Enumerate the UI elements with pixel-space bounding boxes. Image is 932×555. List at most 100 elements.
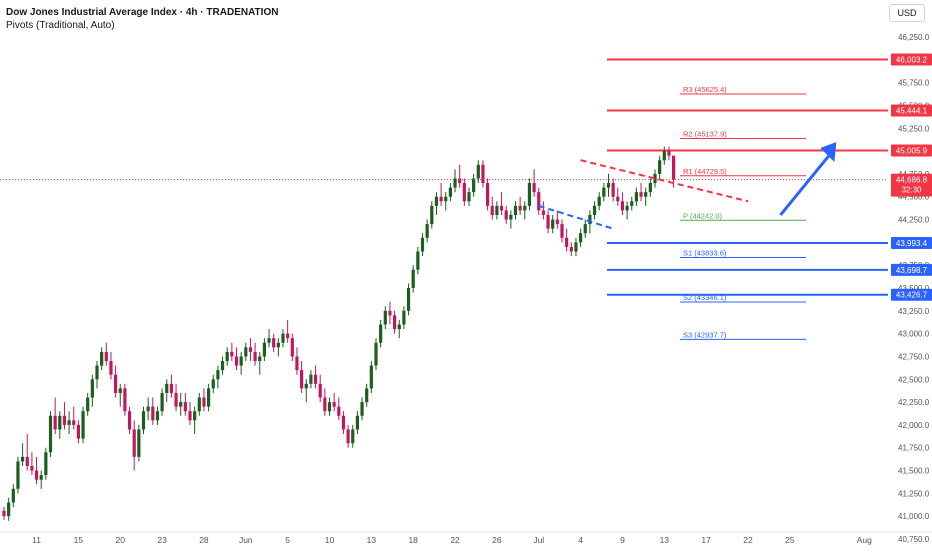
- candle[interactable]: [532, 183, 536, 193]
- candle[interactable]: [160, 392, 164, 412]
- candle[interactable]: [476, 164, 480, 179]
- candle[interactable]: [216, 370, 220, 380]
- candle[interactable]: [592, 205, 597, 215]
- candle[interactable]: [100, 351, 104, 366]
- candle[interactable]: [169, 383, 173, 393]
- candle[interactable]: [565, 237, 569, 247]
- candle[interactable]: [86, 397, 90, 412]
- candle[interactable]: [462, 183, 466, 202]
- candle[interactable]: [518, 205, 522, 211]
- candle[interactable]: [202, 397, 206, 407]
- candle[interactable]: [430, 205, 434, 225]
- candle[interactable]: [579, 233, 583, 243]
- candle[interactable]: [90, 379, 94, 398]
- candle[interactable]: [225, 351, 229, 362]
- candle[interactable]: [644, 192, 648, 197]
- candle[interactable]: [569, 246, 573, 252]
- candle[interactable]: [188, 411, 192, 421]
- candle[interactable]: [267, 338, 271, 343]
- candle[interactable]: [523, 205, 527, 211]
- candle[interactable]: [490, 205, 494, 215]
- candle[interactable]: [448, 187, 452, 197]
- candle[interactable]: [123, 388, 127, 412]
- candle[interactable]: [555, 219, 559, 225]
- trendline[interactable]: [580, 159, 749, 203]
- candle[interactable]: [537, 192, 541, 211]
- candle[interactable]: [248, 347, 253, 352]
- candle[interactable]: [244, 347, 248, 357]
- candle[interactable]: [174, 392, 178, 407]
- candle[interactable]: [132, 429, 136, 457]
- candle[interactable]: [141, 411, 146, 430]
- candle[interactable]: [667, 151, 671, 156]
- candle[interactable]: [388, 310, 392, 316]
- candle[interactable]: [295, 356, 299, 371]
- candle[interactable]: [453, 178, 457, 188]
- candle[interactable]: [81, 411, 85, 439]
- candle[interactable]: [620, 201, 625, 211]
- candle[interactable]: [62, 415, 67, 425]
- candle[interactable]: [25, 456, 29, 466]
- candle[interactable]: [286, 333, 290, 339]
- candle[interactable]: [662, 151, 666, 161]
- candle[interactable]: [588, 214, 592, 225]
- candle[interactable]: [639, 192, 643, 197]
- candle[interactable]: [72, 420, 76, 425]
- candle[interactable]: [634, 192, 638, 202]
- candle[interactable]: [109, 361, 113, 375]
- candle[interactable]: [546, 214, 550, 229]
- candle[interactable]: [137, 429, 141, 457]
- candle[interactable]: [513, 205, 518, 215]
- candle[interactable]: [300, 370, 304, 389]
- candle[interactable]: [327, 402, 332, 412]
- candle[interactable]: [220, 361, 225, 371]
- candle[interactable]: [658, 160, 662, 174]
- candle[interactable]: [439, 196, 443, 202]
- candle[interactable]: [411, 269, 415, 288]
- candle[interactable]: [155, 411, 160, 421]
- candle[interactable]: [606, 183, 611, 188]
- candle[interactable]: [197, 397, 201, 412]
- candle[interactable]: [509, 214, 513, 220]
- candle[interactable]: [58, 415, 62, 430]
- candle[interactable]: [309, 374, 313, 384]
- candle[interactable]: [53, 415, 57, 430]
- candle[interactable]: [369, 365, 373, 389]
- candle[interactable]: [183, 402, 187, 412]
- candle[interactable]: [313, 374, 318, 384]
- candle[interactable]: [207, 388, 211, 407]
- candle[interactable]: [625, 205, 629, 211]
- candle[interactable]: [2, 510, 6, 517]
- candle[interactable]: [30, 465, 34, 471]
- candle[interactable]: [397, 324, 401, 330]
- candle[interactable]: [323, 397, 327, 412]
- candle[interactable]: [104, 351, 108, 362]
- candle[interactable]: [341, 415, 346, 430]
- candle[interactable]: [146, 406, 150, 412]
- candle[interactable]: [551, 219, 555, 229]
- candle[interactable]: [648, 183, 652, 193]
- candle[interactable]: [653, 173, 657, 184]
- candle[interactable]: [355, 415, 359, 430]
- candle[interactable]: [11, 488, 15, 503]
- candle[interactable]: [406, 288, 411, 311]
- candle[interactable]: [318, 383, 322, 398]
- candle[interactable]: [383, 310, 387, 325]
- candle[interactable]: [76, 424, 80, 439]
- candle[interactable]: [481, 164, 485, 184]
- candle[interactable]: [611, 183, 615, 197]
- candle[interactable]: [151, 406, 155, 421]
- candle[interactable]: [114, 374, 118, 393]
- candle[interactable]: [360, 402, 364, 416]
- candle[interactable]: [290, 338, 294, 357]
- candle[interactable]: [393, 315, 397, 330]
- candle[interactable]: [67, 420, 71, 425]
- candle[interactable]: [34, 470, 39, 480]
- candle[interactable]: [560, 224, 564, 238]
- candle[interactable]: [402, 310, 406, 325]
- candle[interactable]: [365, 388, 369, 403]
- candle[interactable]: [165, 383, 169, 393]
- candle[interactable]: [472, 178, 476, 193]
